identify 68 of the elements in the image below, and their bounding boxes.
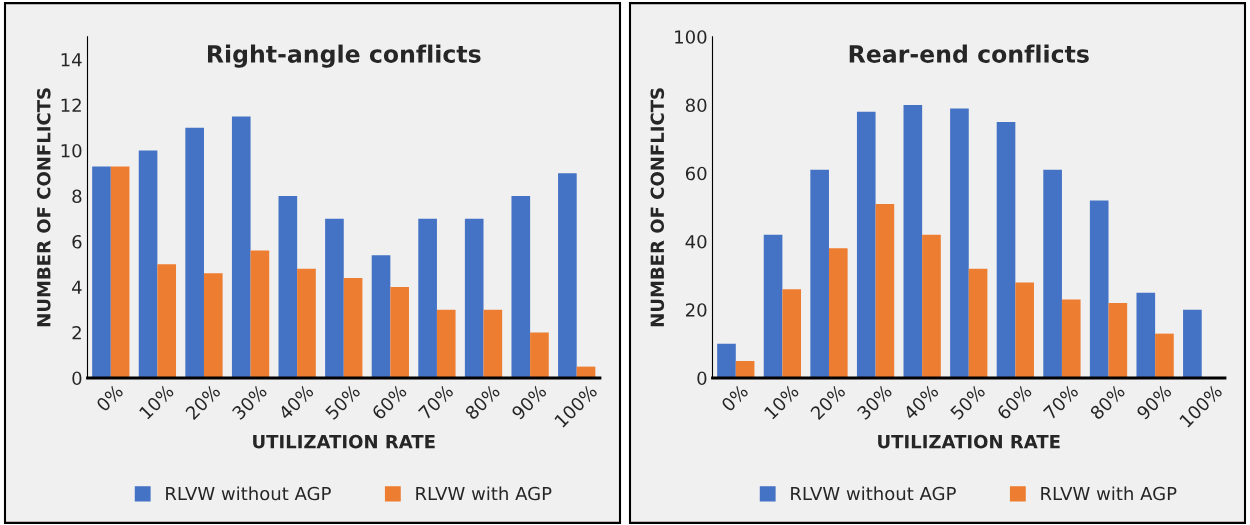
bar bbox=[390, 287, 409, 378]
bar bbox=[464, 218, 484, 378]
y-tick-label: 14 bbox=[61, 53, 82, 67]
bar bbox=[325, 218, 344, 378]
y-tick-label: 10 bbox=[61, 143, 82, 158]
bar bbox=[922, 234, 941, 378]
bar bbox=[1183, 309, 1202, 378]
bar bbox=[968, 268, 988, 378]
bar bbox=[828, 248, 848, 378]
y-tick-label: 20 bbox=[685, 303, 707, 317]
x-axis-title: UTILIZATION RATE bbox=[878, 434, 1060, 449]
y-tick-label: 12 bbox=[61, 98, 81, 112]
bar bbox=[530, 332, 549, 378]
bar bbox=[483, 309, 503, 378]
y-tick-label: 60 bbox=[685, 166, 707, 181]
y-tick-label: 2 bbox=[72, 325, 81, 340]
y-tick-label: 100 bbox=[675, 30, 707, 44]
bar bbox=[875, 203, 895, 378]
bar bbox=[782, 289, 802, 378]
y-tick-label: 0 bbox=[697, 371, 707, 386]
legend-label: RLVW without AGP bbox=[166, 486, 331, 501]
x-tick-label: 0% bbox=[720, 383, 749, 413]
y-tick-label: 4 bbox=[72, 280, 82, 294]
bar bbox=[250, 250, 270, 378]
bar bbox=[436, 309, 456, 378]
bar bbox=[856, 111, 876, 378]
bar bbox=[138, 150, 158, 378]
bar bbox=[371, 255, 391, 378]
bar bbox=[231, 116, 251, 378]
bar bbox=[717, 343, 736, 378]
y-axis-title: NUMBER OF CONFLICTS bbox=[36, 88, 51, 327]
bar bbox=[950, 108, 969, 378]
y-tick-label: 6 bbox=[72, 234, 82, 249]
bar bbox=[1136, 292, 1156, 378]
bar bbox=[996, 122, 1016, 378]
chart-title: Right-angle conflicts bbox=[207, 44, 481, 68]
bar bbox=[1043, 169, 1062, 378]
legend-label: RLVW without AGP bbox=[791, 486, 956, 501]
chart-title: Rear-end conflicts bbox=[849, 44, 1089, 63]
legend-label: RLVW with AGP bbox=[1041, 486, 1177, 501]
legend-label: RLVW with AGP bbox=[416, 486, 552, 501]
bar bbox=[110, 166, 130, 378]
bar bbox=[157, 264, 177, 378]
x-tick-label: 0% bbox=[95, 383, 124, 413]
x-axis-title: UTILIZATION RATE bbox=[253, 434, 435, 449]
bar bbox=[297, 268, 316, 378]
y-tick-label: 8 bbox=[72, 189, 82, 204]
y-tick-label: 80 bbox=[685, 98, 707, 113]
y-tick-label: 0 bbox=[72, 371, 82, 386]
bar bbox=[92, 166, 111, 378]
bar bbox=[1015, 282, 1034, 378]
y-tick-label: 40 bbox=[685, 234, 707, 249]
bar bbox=[903, 105, 923, 378]
bar bbox=[278, 196, 298, 378]
bar bbox=[558, 173, 577, 378]
bar bbox=[1061, 299, 1081, 378]
bar bbox=[735, 360, 755, 378]
bar bbox=[511, 196, 531, 378]
bar bbox=[343, 277, 363, 378]
bar bbox=[418, 218, 437, 378]
bar bbox=[1108, 302, 1128, 378]
bar bbox=[763, 234, 783, 378]
bar bbox=[185, 127, 204, 378]
bar bbox=[203, 273, 223, 378]
bar bbox=[1089, 200, 1109, 378]
bar bbox=[810, 169, 829, 378]
y-axis-title: NUMBER OF CONFLICTS bbox=[650, 88, 665, 327]
bar bbox=[1155, 333, 1174, 378]
